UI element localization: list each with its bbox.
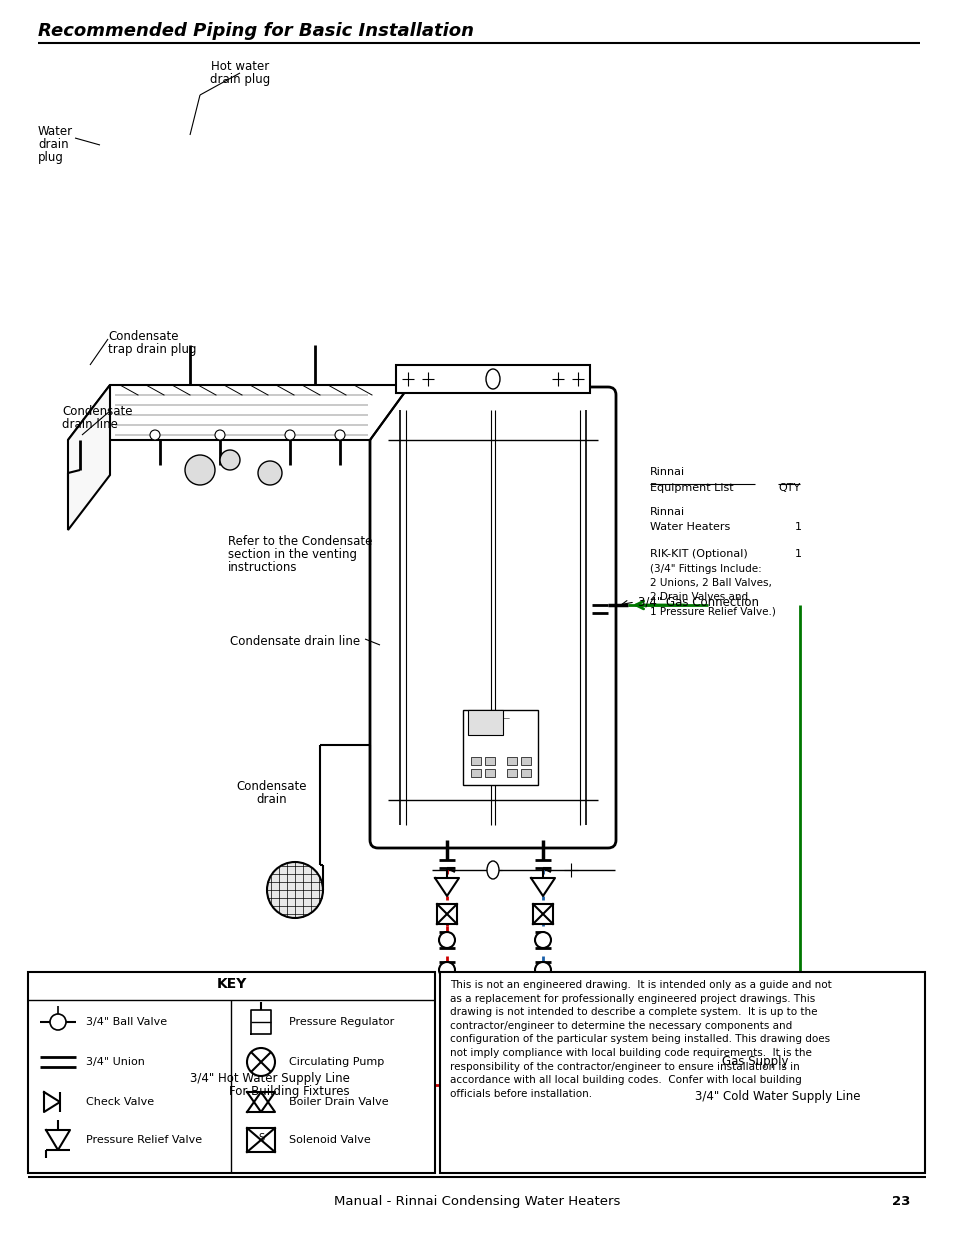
- Bar: [484, 769, 495, 777]
- Text: section in the venting: section in the venting: [228, 548, 356, 561]
- Text: Condensate: Condensate: [62, 405, 132, 417]
- Bar: [471, 757, 480, 764]
- Circle shape: [438, 962, 455, 978]
- Text: RIK-KIT (Optional): RIK-KIT (Optional): [649, 550, 747, 559]
- Text: 23: 23: [891, 1195, 909, 1208]
- Text: Check Valve: Check Valve: [86, 1097, 154, 1107]
- Circle shape: [335, 430, 345, 440]
- Text: drain: drain: [256, 793, 287, 806]
- Text: Condensate: Condensate: [236, 781, 307, 793]
- Text: drain: drain: [38, 138, 69, 151]
- Text: 1: 1: [794, 522, 801, 532]
- Bar: [484, 757, 495, 764]
- Text: Equipment List: Equipment List: [649, 483, 733, 493]
- Circle shape: [185, 454, 214, 485]
- Text: 3/4" Union: 3/4" Union: [86, 1057, 145, 1067]
- Text: 1: 1: [794, 550, 801, 559]
- Bar: [395, 366, 589, 393]
- Text: Pressure Relief Valve: Pressure Relief Valve: [86, 1135, 202, 1145]
- Text: Rinnai: Rinnai: [649, 508, 684, 517]
- Text: 3/4" Gas Connection: 3/4" Gas Connection: [638, 595, 759, 609]
- Circle shape: [535, 932, 551, 948]
- Circle shape: [247, 1049, 274, 1076]
- Text: Condensate: Condensate: [108, 330, 178, 343]
- Text: This is not an engineered drawing.  It is intended only as a guide and not
as a : This is not an engineered drawing. It is…: [450, 981, 831, 1099]
- Bar: [520, 757, 531, 764]
- Bar: [506, 769, 517, 777]
- Text: Condensate drain line: Condensate drain line: [230, 635, 359, 648]
- Bar: [468, 710, 502, 735]
- Bar: [471, 769, 480, 777]
- Circle shape: [150, 430, 160, 440]
- Text: drain plug: drain plug: [210, 73, 270, 86]
- Text: Hot water: Hot water: [211, 61, 269, 73]
- Text: Refer to the Condensate: Refer to the Condensate: [228, 535, 372, 548]
- Text: 3/4" Cold Water Supply Line: 3/4" Cold Water Supply Line: [695, 1091, 860, 1103]
- Circle shape: [267, 862, 323, 918]
- Text: Water: Water: [38, 125, 73, 138]
- Polygon shape: [68, 385, 110, 530]
- Text: 3/4" Hot Water Supply Line: 3/4" Hot Water Supply Line: [190, 1072, 350, 1086]
- Circle shape: [285, 430, 294, 440]
- Text: instructions: instructions: [228, 561, 297, 574]
- Text: Solenoid Valve: Solenoid Valve: [289, 1135, 371, 1145]
- Text: Manual - Rinnai Condensing Water Heaters: Manual - Rinnai Condensing Water Heaters: [334, 1195, 619, 1208]
- Circle shape: [535, 962, 551, 978]
- Circle shape: [214, 430, 225, 440]
- Ellipse shape: [485, 369, 499, 389]
- Text: For Building Fixtures: For Building Fixtures: [229, 1086, 350, 1098]
- Circle shape: [220, 450, 240, 471]
- Bar: [439, 972, 924, 1173]
- Polygon shape: [68, 385, 410, 440]
- Text: 2 Unions, 2 Ball Valves,: 2 Unions, 2 Ball Valves,: [649, 578, 771, 588]
- Circle shape: [50, 1014, 66, 1030]
- Text: —: —: [502, 715, 510, 721]
- Text: Recommended Piping for Basic Installation: Recommended Piping for Basic Installatio…: [38, 22, 474, 40]
- Text: drain line: drain line: [62, 417, 118, 431]
- Text: 1 Pressure Relief Valve.): 1 Pressure Relief Valve.): [649, 606, 775, 616]
- Text: (3/4" Fittings Include:: (3/4" Fittings Include:: [649, 564, 760, 574]
- Text: Gas Supply: Gas Supply: [721, 1055, 788, 1068]
- Text: 2 Drain Valves and: 2 Drain Valves and: [649, 592, 747, 601]
- Bar: [520, 769, 531, 777]
- Bar: [506, 757, 517, 764]
- Text: Circulating Pump: Circulating Pump: [289, 1057, 384, 1067]
- FancyBboxPatch shape: [370, 387, 616, 848]
- Bar: [28, 972, 435, 1173]
- Circle shape: [438, 932, 455, 948]
- Text: trap drain plug: trap drain plug: [108, 343, 196, 356]
- Bar: [462, 710, 537, 785]
- Ellipse shape: [486, 861, 498, 879]
- Text: Boiler Drain Valve: Boiler Drain Valve: [289, 1097, 388, 1107]
- Text: KEY: KEY: [216, 977, 247, 990]
- Text: plug: plug: [38, 151, 64, 164]
- Text: Water Heaters: Water Heaters: [649, 522, 729, 532]
- Text: Rinnai: Rinnai: [649, 467, 684, 477]
- Text: Pressure Regulator: Pressure Regulator: [289, 1016, 394, 1028]
- Text: QTY: QTY: [778, 483, 800, 493]
- Text: S: S: [257, 1132, 264, 1144]
- Text: 3/4" Ball Valve: 3/4" Ball Valve: [86, 1016, 167, 1028]
- Circle shape: [257, 461, 282, 485]
